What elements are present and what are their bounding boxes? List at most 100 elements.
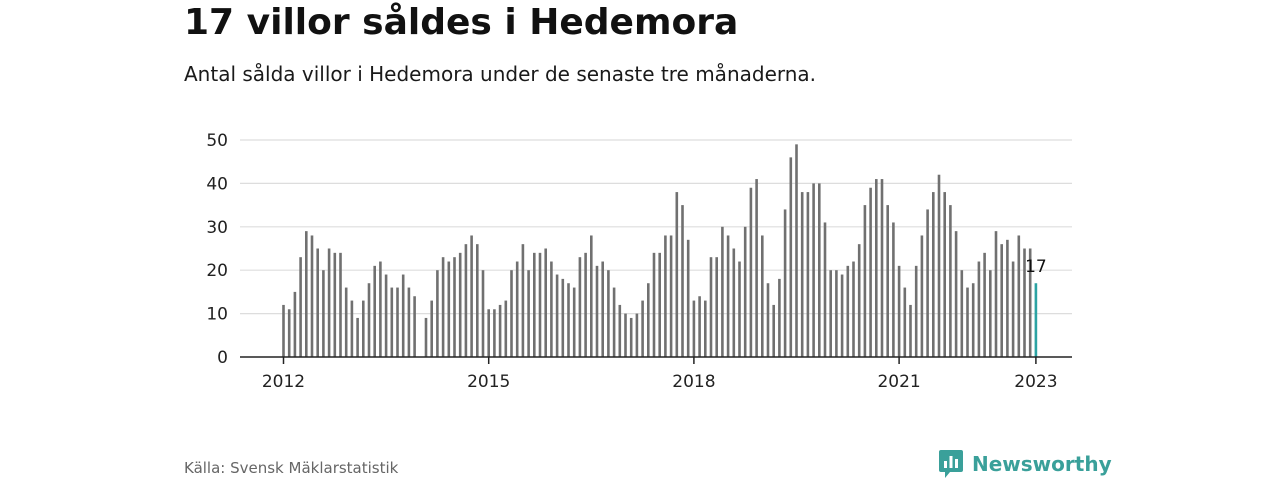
x-tick-label: 2021 [877, 372, 920, 392]
bar [977, 261, 981, 357]
bar [1006, 239, 1009, 357]
bar [396, 287, 399, 357]
chart-title: 17 villor såldes i Hedemora [184, 2, 739, 43]
bar [544, 248, 547, 357]
bar [983, 252, 986, 357]
bar [299, 257, 302, 357]
bar [994, 231, 998, 357]
bar [413, 296, 416, 357]
bar [840, 274, 844, 357]
x-tick-label: 2023 [1014, 372, 1057, 392]
bar [818, 183, 821, 357]
bar [601, 261, 604, 357]
bar [823, 222, 827, 357]
bar [430, 300, 433, 357]
bar [487, 309, 490, 357]
y-tick-label: 0 [217, 348, 228, 368]
bar [766, 283, 770, 357]
bar [721, 226, 724, 357]
bar [379, 261, 382, 357]
bar [550, 261, 553, 357]
bar [686, 239, 690, 357]
bar [407, 287, 411, 357]
bar [624, 313, 627, 357]
bar [607, 270, 610, 357]
bar [1000, 244, 1003, 357]
bar [954, 231, 958, 357]
bar [316, 248, 319, 357]
bar [989, 270, 992, 357]
bar [669, 235, 673, 357]
y-tick-label: 40 [206, 174, 228, 194]
x-tick-label: 2012 [262, 372, 305, 392]
bar [458, 252, 462, 357]
bar [521, 244, 525, 357]
bar [772, 304, 775, 357]
bar [441, 257, 445, 357]
bar [401, 274, 405, 357]
bar [533, 252, 536, 357]
bar [572, 287, 576, 357]
bar [914, 265, 918, 357]
bar [498, 304, 502, 357]
bar [880, 179, 884, 357]
chart-subtitle: Antal sålda villor i Hedemora under de s… [184, 62, 817, 86]
bar [932, 192, 935, 357]
bar [966, 287, 969, 357]
highlight-value-label: 17 [1025, 257, 1047, 277]
bar [635, 313, 639, 357]
y-tick-label: 10 [206, 305, 228, 325]
bar [806, 192, 810, 357]
bar [846, 265, 850, 357]
bar [726, 235, 730, 357]
bar [857, 244, 861, 357]
bar [493, 309, 496, 357]
bar [356, 317, 359, 357]
bar [943, 192, 946, 357]
bar-chart: 0 10 20 30 40 50 2012 2015 2018 2021 2023 17 [206, 131, 1072, 392]
bar [863, 205, 867, 357]
bar [595, 265, 599, 357]
bar [698, 296, 701, 357]
bar [886, 205, 889, 357]
y-tick-label: 20 [206, 261, 228, 281]
bar [362, 300, 365, 357]
bar [510, 270, 513, 357]
bar [282, 304, 285, 357]
bar [629, 317, 633, 357]
bar [715, 257, 718, 357]
bar [578, 257, 582, 357]
bar [732, 248, 736, 357]
bar [561, 278, 565, 357]
newsworthy-logo-icon [939, 450, 963, 478]
bar [470, 235, 473, 357]
bar [481, 270, 485, 357]
bar [590, 235, 593, 357]
bar [1017, 235, 1021, 357]
bar [812, 183, 815, 357]
bar [464, 244, 468, 357]
bar [515, 261, 519, 357]
bar [960, 270, 964, 357]
bar [829, 270, 832, 357]
bar [949, 205, 952, 357]
bar [476, 244, 479, 357]
bar [909, 304, 912, 357]
bar [795, 144, 798, 357]
bar [903, 287, 907, 357]
bar [789, 157, 793, 357]
highlight-bar [1034, 283, 1038, 357]
bar [384, 274, 388, 357]
y-tick-label: 50 [206, 131, 228, 151]
bar [778, 278, 781, 357]
bar [647, 283, 650, 357]
bar [1023, 248, 1026, 357]
brand-name: Newsworthy [972, 452, 1112, 476]
y-tick-label: 30 [206, 218, 228, 238]
bar [869, 187, 872, 357]
x-tick-label: 2015 [467, 372, 510, 392]
bar [327, 248, 331, 357]
bar [310, 235, 314, 357]
bar [527, 270, 530, 357]
x-tick-label: 2018 [672, 372, 715, 392]
